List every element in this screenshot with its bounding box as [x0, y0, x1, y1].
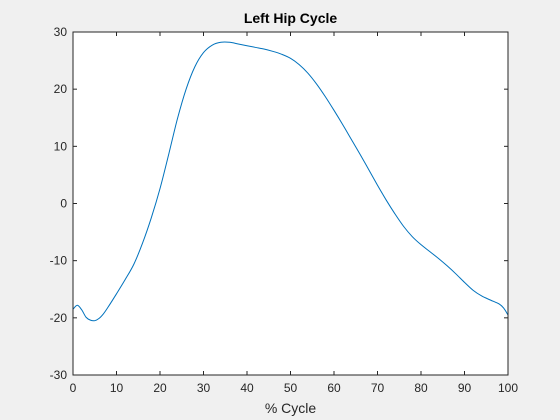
y-tick-label: -10: [50, 254, 68, 268]
x-tick-label: 100: [498, 381, 518, 395]
x-tick-label: 30: [197, 381, 211, 395]
y-tick-labels: 30 20 10 0 -10 -20 -30: [50, 25, 68, 382]
y-tick-label: -30: [50, 368, 68, 382]
x-tick-label: 20: [153, 381, 167, 395]
axes-box: [72, 31, 509, 376]
y-tick-label: 20: [54, 82, 68, 96]
x-tick-label: 40: [240, 381, 254, 395]
x-tick-label: 80: [414, 381, 428, 395]
x-tick-label: 0: [70, 381, 77, 395]
x-tick-labels: 0 10 20 30 40 50 60 70 80 90 100: [70, 381, 519, 395]
x-tick-label: 10: [110, 381, 124, 395]
x-tick-label: 90: [458, 381, 472, 395]
x-tick-label: 50: [284, 381, 298, 395]
x-tick-label: 70: [371, 381, 385, 395]
x-tick-label: 60: [327, 381, 341, 395]
axes-background: [73, 32, 508, 375]
y-tick-label: -20: [50, 311, 68, 325]
y-tick-label: 10: [54, 139, 68, 153]
y-tick-label: 0: [60, 197, 67, 211]
chart-title: Left Hip Cycle: [244, 10, 338, 26]
x-axis-label: % Cycle: [265, 400, 317, 416]
y-tick-label: 30: [54, 25, 68, 39]
series-line: [72, 41, 509, 322]
